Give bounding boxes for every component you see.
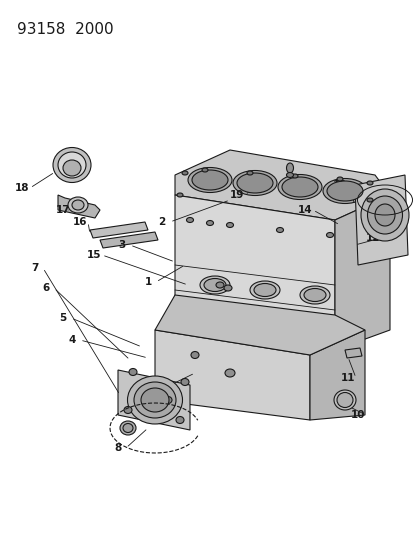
Ellipse shape	[236, 173, 272, 193]
Ellipse shape	[192, 170, 228, 190]
Ellipse shape	[233, 171, 276, 196]
Ellipse shape	[182, 171, 188, 175]
Ellipse shape	[366, 181, 372, 185]
Ellipse shape	[336, 177, 342, 181]
Text: 17: 17	[56, 205, 70, 215]
Ellipse shape	[286, 163, 293, 173]
Ellipse shape	[216, 282, 223, 288]
Ellipse shape	[303, 288, 325, 302]
Ellipse shape	[188, 167, 231, 192]
Ellipse shape	[129, 368, 137, 376]
Polygon shape	[154, 330, 309, 420]
Text: 1: 1	[144, 277, 151, 287]
Ellipse shape	[186, 217, 193, 222]
Ellipse shape	[134, 382, 176, 418]
Ellipse shape	[336, 392, 352, 408]
Text: 15: 15	[87, 250, 101, 260]
Text: 7: 7	[31, 263, 38, 273]
Ellipse shape	[226, 222, 233, 228]
Polygon shape	[309, 330, 364, 420]
Text: 8: 8	[114, 443, 121, 453]
Polygon shape	[334, 195, 389, 350]
Text: 11: 11	[340, 373, 354, 383]
Text: 10: 10	[350, 410, 364, 420]
Ellipse shape	[123, 424, 133, 432]
Ellipse shape	[291, 174, 297, 178]
Ellipse shape	[326, 232, 333, 238]
Text: 6: 6	[42, 283, 50, 293]
Ellipse shape	[58, 152, 86, 178]
Text: 14: 14	[297, 205, 311, 215]
Ellipse shape	[366, 198, 372, 202]
Polygon shape	[175, 195, 334, 350]
Text: 2: 2	[158, 217, 165, 227]
Ellipse shape	[202, 168, 207, 172]
Polygon shape	[344, 348, 361, 358]
Ellipse shape	[72, 200, 84, 210]
Polygon shape	[118, 370, 190, 430]
Polygon shape	[175, 150, 389, 220]
Ellipse shape	[276, 228, 283, 232]
Polygon shape	[90, 222, 147, 238]
Ellipse shape	[190, 351, 199, 359]
Ellipse shape	[249, 281, 279, 299]
Ellipse shape	[281, 177, 317, 197]
Ellipse shape	[360, 189, 408, 241]
Ellipse shape	[333, 390, 355, 410]
Ellipse shape	[206, 221, 213, 225]
Ellipse shape	[223, 285, 231, 291]
Text: 9: 9	[138, 390, 145, 400]
Ellipse shape	[254, 284, 275, 296]
Text: 93158  2000: 93158 2000	[17, 0, 113, 3]
Ellipse shape	[204, 279, 225, 292]
Ellipse shape	[176, 416, 183, 424]
Polygon shape	[354, 175, 407, 265]
Ellipse shape	[124, 407, 132, 414]
Ellipse shape	[53, 148, 91, 182]
Ellipse shape	[286, 173, 293, 177]
Text: 4: 4	[68, 335, 76, 345]
Ellipse shape	[127, 376, 182, 424]
Ellipse shape	[367, 196, 401, 234]
Text: 12: 12	[365, 233, 379, 243]
Ellipse shape	[68, 197, 88, 213]
Ellipse shape	[326, 181, 362, 201]
Polygon shape	[100, 232, 158, 248]
Ellipse shape	[247, 171, 252, 175]
Text: 18: 18	[15, 183, 29, 193]
Polygon shape	[58, 195, 100, 218]
Ellipse shape	[277, 174, 321, 199]
Text: 5: 5	[59, 313, 66, 323]
Text: 93158  2000: 93158 2000	[17, 22, 113, 37]
Ellipse shape	[177, 193, 183, 197]
Polygon shape	[154, 295, 364, 355]
Text: 19: 19	[229, 190, 244, 200]
Ellipse shape	[322, 179, 366, 204]
Text: 13: 13	[332, 180, 347, 190]
Ellipse shape	[299, 286, 329, 304]
Ellipse shape	[141, 388, 169, 412]
Ellipse shape	[374, 204, 394, 226]
Ellipse shape	[164, 397, 171, 403]
Ellipse shape	[180, 378, 189, 385]
Text: 16: 16	[73, 217, 87, 227]
Text: 3: 3	[118, 240, 125, 250]
Ellipse shape	[224, 369, 235, 377]
Ellipse shape	[199, 276, 230, 294]
Ellipse shape	[120, 421, 136, 435]
Ellipse shape	[63, 160, 81, 176]
